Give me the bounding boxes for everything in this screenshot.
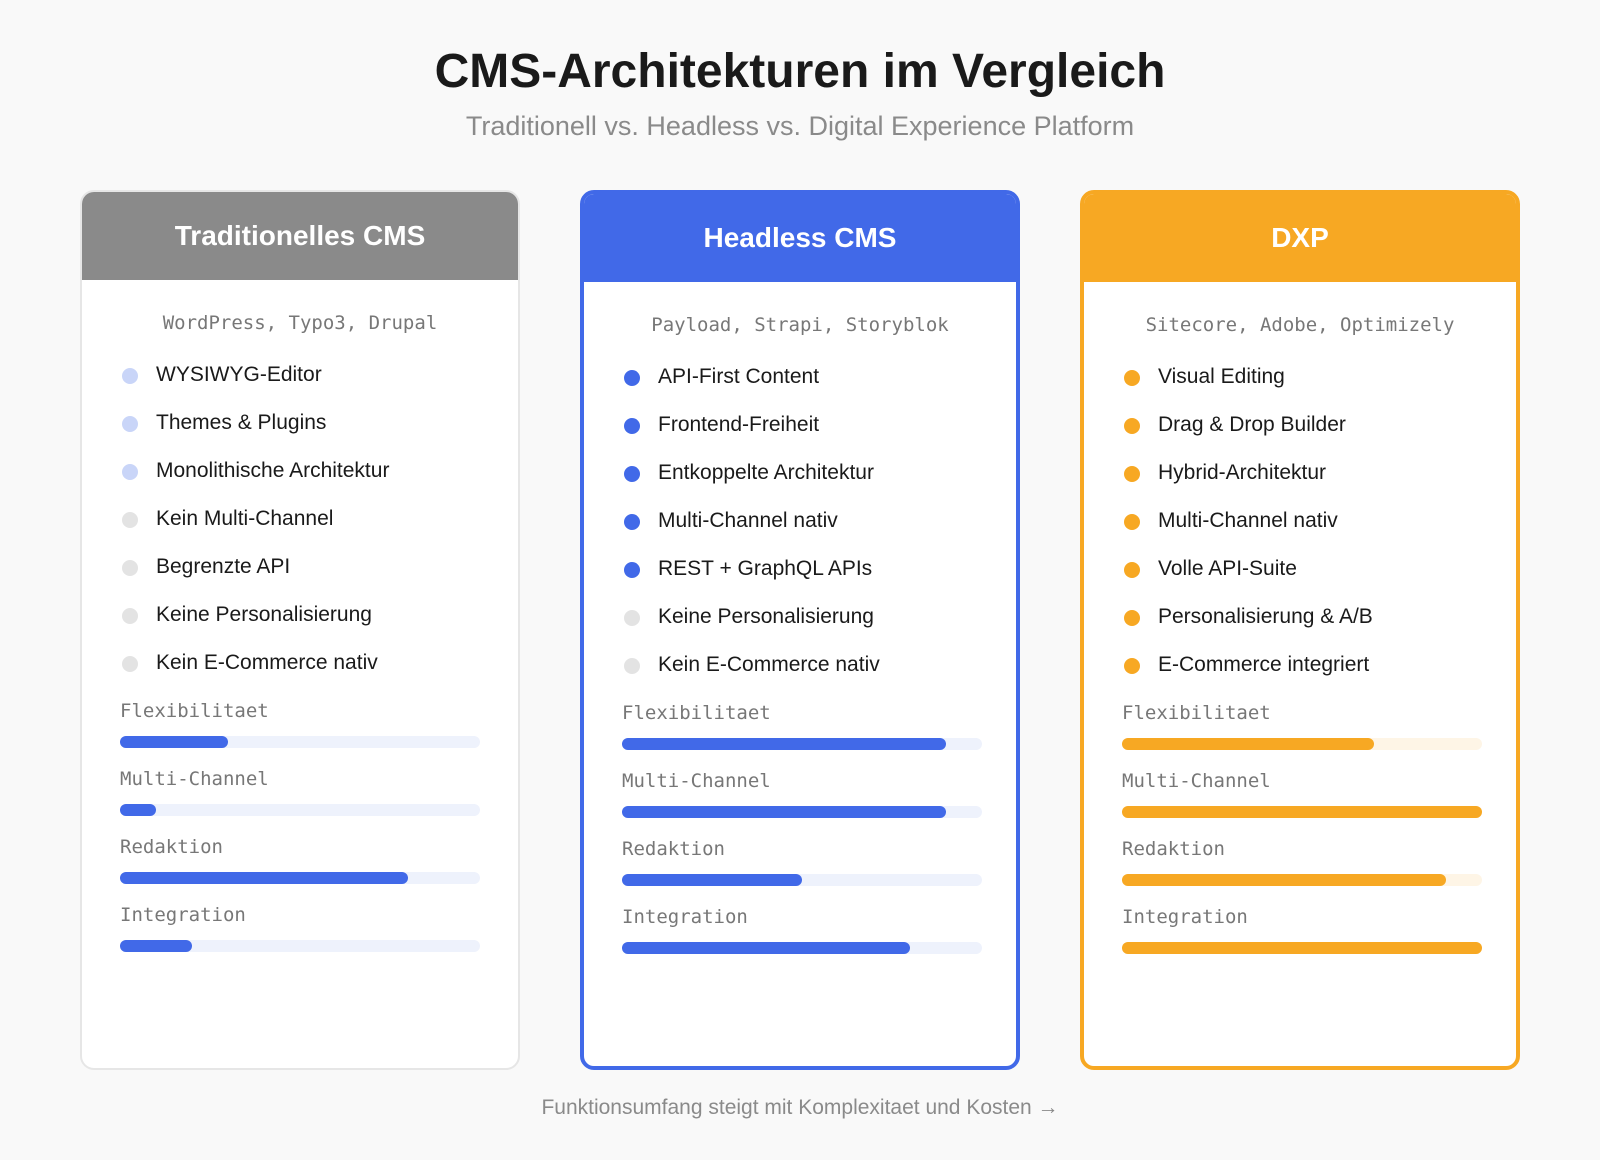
feature: Frontend-Freiheit xyxy=(658,413,820,436)
feature-dot xyxy=(624,562,640,578)
metric-label: Flexibilitaet xyxy=(1122,702,1271,724)
subtitle: Traditionell vs. Headless vs. Digital Ex… xyxy=(465,111,1135,141)
feature: Multi-Channel nativ xyxy=(1158,509,1338,532)
metric-label: Integration xyxy=(120,904,246,926)
metric-bar xyxy=(120,872,408,884)
feature: Personalisierung & A/B xyxy=(1158,605,1373,628)
metric-label: Redaktion xyxy=(622,838,725,860)
footer: Funktionsumfang steigt mit Komplexitaet … xyxy=(541,1096,1059,1119)
metric-bar xyxy=(1122,942,1482,954)
feature: Visual Editing xyxy=(1158,365,1285,388)
metric-bar xyxy=(622,738,946,750)
feature-dot xyxy=(122,464,138,480)
feature-dot xyxy=(624,658,640,674)
feature: Hybrid-Architektur xyxy=(1158,461,1327,484)
title: CMS-Architekturen im Vergleich xyxy=(434,45,1166,98)
feature-dot xyxy=(122,608,138,624)
metric-label: Redaktion xyxy=(1122,838,1225,860)
metric-bar xyxy=(622,942,910,954)
metric-track xyxy=(120,940,480,952)
card-header: DXP xyxy=(1084,194,1516,282)
metric-label: Integration xyxy=(1122,906,1248,928)
feature: E-Commerce integriert xyxy=(1158,653,1370,676)
feature-dot xyxy=(1124,658,1140,674)
metric-label: Multi-Channel xyxy=(1122,770,1271,792)
metric-label: Flexibilitaet xyxy=(120,700,269,722)
feature: Themes & Plugins xyxy=(156,411,327,434)
metric-bar xyxy=(120,736,228,748)
feature-dot xyxy=(624,610,640,626)
feature: Begrenzte API xyxy=(156,555,291,578)
feature: Volle API-Suite xyxy=(1158,557,1297,580)
metric-bar xyxy=(120,804,156,816)
card-header: Headless CMS xyxy=(584,194,1016,282)
feature: WYSIWYG-Editor xyxy=(156,363,322,386)
feature-dot xyxy=(1124,610,1140,626)
feature-dot xyxy=(122,560,138,576)
metric-label: Redaktion xyxy=(120,836,223,858)
feature: Kein E-Commerce nativ xyxy=(156,651,378,674)
feature-dot xyxy=(122,656,138,672)
feature-dot xyxy=(122,368,138,384)
examples: WordPress, Typo3, Drupal xyxy=(162,312,438,334)
metric-bar xyxy=(1122,806,1482,818)
feature-dot xyxy=(624,466,640,482)
feature: Kein Multi-Channel xyxy=(156,507,334,530)
feature: Drag & Drop Builder xyxy=(1158,413,1346,436)
feature: Keine Personalisierung xyxy=(658,605,874,628)
feature-dot xyxy=(1124,466,1140,482)
metric-label: Flexibilitaet xyxy=(622,702,771,724)
metric-track xyxy=(120,804,480,816)
metric-bar xyxy=(120,940,192,952)
metric-label: Integration xyxy=(622,906,748,928)
feature-dot xyxy=(1124,418,1140,434)
feature-dot xyxy=(1124,370,1140,386)
feature: Kein E-Commerce nativ xyxy=(658,653,880,676)
feature: API-First Content xyxy=(658,365,820,388)
card-header: Traditionelles CMS xyxy=(82,192,518,280)
metric-bar xyxy=(622,874,802,886)
feature: REST + GraphQL APIs xyxy=(658,557,873,580)
feature-dot xyxy=(624,418,640,434)
metric-label: Multi-Channel xyxy=(120,768,269,790)
feature-dot xyxy=(624,370,640,386)
card: Traditionelles CMS WordPress, Typo3, Drup… xyxy=(80,190,520,1070)
feature-dot xyxy=(122,416,138,432)
card: DXP Sitecore, Adobe, Optimizely Visual Edi… xyxy=(1080,190,1520,1070)
examples: Sitecore, Adobe, Optimizely xyxy=(1145,314,1455,336)
examples: Payload, Strapi, Storyblok xyxy=(651,314,949,336)
feature-dot xyxy=(1124,514,1140,530)
card: Headless CMS Payload, Strapi, Storyblok AP… xyxy=(580,190,1020,1070)
feature: Multi-Channel nativ xyxy=(658,509,838,532)
feature-dot xyxy=(1124,562,1140,578)
feature-dot xyxy=(624,514,640,530)
feature: Monolithische Architektur xyxy=(156,459,390,482)
metric-bar xyxy=(622,806,946,818)
feature-dot xyxy=(122,512,138,528)
metric-label: Multi-Channel xyxy=(622,770,771,792)
metric-bar xyxy=(1122,738,1374,750)
feature: Entkoppelte Architektur xyxy=(658,461,874,484)
feature: Keine Personalisierung xyxy=(156,603,372,626)
metric-bar xyxy=(1122,874,1446,886)
